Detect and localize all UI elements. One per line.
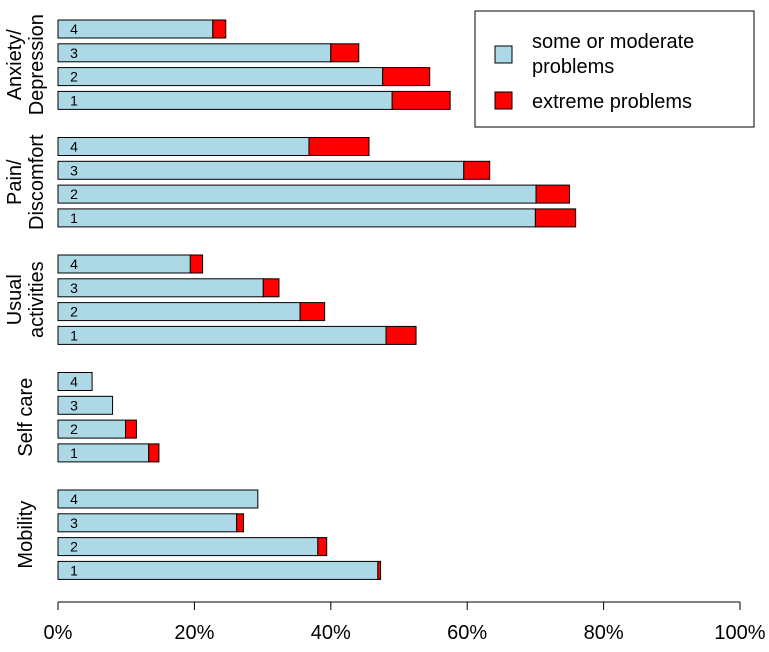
bar-extreme xyxy=(391,90,451,110)
bar-moderate xyxy=(57,560,379,580)
legend-swatch-moderate xyxy=(494,45,513,64)
bar-moderate xyxy=(57,537,319,557)
x-axis: 0% 20% 40% 60% 80% 100% xyxy=(44,601,766,644)
group-label: Depression xyxy=(26,14,48,115)
x-tick-label: 60% xyxy=(447,622,487,644)
group-label: Mobility xyxy=(15,501,37,569)
legend-label-extreme: extreme problems xyxy=(532,91,692,113)
legend-label-moderate: problems xyxy=(532,56,614,78)
x-tick-label: 80% xyxy=(584,622,624,644)
bar-moderate xyxy=(57,278,264,298)
bar-extreme xyxy=(308,137,370,156)
group-label: Anxiety/ xyxy=(4,29,26,101)
bar-extreme xyxy=(212,19,227,39)
bar-moderate xyxy=(57,325,387,345)
bar-extreme xyxy=(330,43,360,63)
bar-moderate xyxy=(57,372,93,391)
bar-extreme xyxy=(377,560,382,580)
bar-label: 4 xyxy=(70,21,78,37)
legend-swatch-extreme xyxy=(494,91,513,110)
bar-moderate xyxy=(57,419,127,439)
group-label: activities xyxy=(26,261,48,338)
bar-extreme xyxy=(535,184,570,204)
bar-extreme xyxy=(189,254,204,274)
group-label: Usual xyxy=(4,274,26,325)
bar-label: 2 xyxy=(70,304,78,320)
bar-extreme xyxy=(385,325,417,345)
bar-label: 4 xyxy=(70,256,78,272)
bar-moderate xyxy=(57,160,465,180)
bar-extreme xyxy=(463,160,491,180)
bar-moderate xyxy=(57,43,332,63)
bar-label: 1 xyxy=(70,445,78,461)
bar-moderate xyxy=(57,489,259,509)
bar-label: 3 xyxy=(70,280,78,296)
bar-label: 1 xyxy=(70,327,78,343)
x-tick-label: 100% xyxy=(714,622,765,644)
bar-label: 4 xyxy=(70,491,78,507)
bar-extreme xyxy=(317,537,328,557)
bar-moderate xyxy=(57,137,310,156)
bar-extreme xyxy=(534,208,577,228)
bar-label: 1 xyxy=(70,562,78,578)
bar-moderate xyxy=(57,208,536,228)
bar-label: 3 xyxy=(70,515,78,531)
bar-extreme xyxy=(382,67,431,87)
bar-extreme xyxy=(299,302,326,322)
bar-label: 2 xyxy=(70,539,78,555)
bar-extreme xyxy=(236,513,245,533)
bar-label: 3 xyxy=(70,162,78,178)
bar-moderate xyxy=(57,90,393,110)
bar-label: 3 xyxy=(70,397,78,413)
bar-extreme xyxy=(148,443,160,463)
bar-label: 1 xyxy=(70,92,78,108)
group-label: Pain/ xyxy=(4,159,26,205)
bar-extreme xyxy=(262,278,280,298)
bar-extreme xyxy=(125,419,137,439)
bar-moderate xyxy=(57,395,114,415)
bar-label: 2 xyxy=(70,421,78,437)
bar-label: 2 xyxy=(70,186,78,202)
group-label: Self care xyxy=(15,378,37,457)
legend-box xyxy=(474,10,755,128)
bar-moderate xyxy=(57,67,384,87)
bar-moderate xyxy=(57,184,537,204)
x-tick-label: 0% xyxy=(44,622,73,644)
group-label: Discomfort xyxy=(26,134,48,230)
bar-moderate xyxy=(57,302,301,322)
x-tick-label: 40% xyxy=(311,622,351,644)
bar-moderate xyxy=(57,513,238,533)
bar-label: 2 xyxy=(70,69,78,85)
bar-label: 1 xyxy=(70,210,78,226)
bar-label: 4 xyxy=(70,374,78,390)
bar-label: 3 xyxy=(70,45,78,61)
bars-layer: 4 3 2 1 4 3 2 1 4 3 2 1 4 3 2 1 4 3 2 1 xyxy=(57,19,577,580)
legend-label-moderate: some or moderate xyxy=(532,31,694,53)
legend: some or moderate problems extreme problems xyxy=(474,10,755,128)
bar-moderate xyxy=(57,19,214,39)
group-labels-layer: Anxiety/Depression Pain/Discomfort Usual ac… xyxy=(4,14,48,568)
x-tick-label: 20% xyxy=(174,622,214,644)
bar-label: 4 xyxy=(70,139,78,155)
